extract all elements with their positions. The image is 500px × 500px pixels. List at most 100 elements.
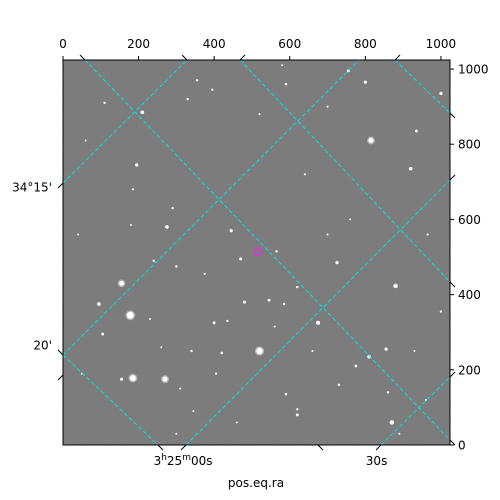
right-tick-label: 800 (458, 138, 481, 152)
star (296, 285, 299, 289)
star (295, 413, 299, 417)
star (316, 320, 321, 325)
star (239, 257, 243, 261)
star (413, 350, 416, 353)
grid-line (239, 60, 450, 283)
star (84, 139, 87, 142)
star (303, 173, 306, 176)
star (256, 347, 263, 355)
star (337, 383, 341, 387)
star (120, 377, 124, 381)
image-noise (63, 60, 450, 445)
star (77, 233, 80, 236)
star (130, 224, 133, 227)
star (281, 64, 284, 67)
star (267, 298, 271, 302)
star (190, 349, 193, 353)
world-edge-tick (449, 281, 456, 288)
bottom-world-axis: 3h25m00s 30s pos.eq.ra (154, 453, 388, 490)
star (119, 280, 124, 286)
star (367, 354, 371, 359)
star (282, 302, 286, 306)
star (284, 393, 288, 396)
star (160, 346, 163, 349)
star (275, 250, 278, 253)
grid-line (63, 60, 188, 184)
coordinate-grid (63, 60, 450, 445)
star (195, 79, 199, 82)
top-pixel-axis: 0 200 400 600 800 1000 (59, 37, 456, 60)
right-tick-label: 1000 (458, 63, 489, 77)
star (235, 421, 238, 424)
world-edge-tick (449, 439, 456, 446)
star (97, 302, 101, 306)
star (424, 398, 427, 401)
world-edge-tick (449, 174, 456, 181)
star (165, 225, 169, 229)
star (439, 310, 443, 313)
top-tick-label: 600 (278, 37, 301, 51)
star (393, 283, 398, 289)
top-tick-label: 1000 (426, 37, 457, 51)
right-tick-label: 200 (458, 363, 481, 377)
star (131, 188, 135, 191)
star (386, 391, 390, 394)
world-edge-tick (180, 444, 187, 451)
star (384, 347, 388, 351)
star (335, 261, 339, 265)
star (175, 432, 178, 435)
right-tick-label: 400 (458, 288, 481, 302)
world-edge-tick (394, 54, 401, 61)
star (242, 300, 246, 304)
star (229, 229, 233, 233)
star (192, 410, 195, 413)
top-tick-label: 800 (354, 37, 377, 51)
star (354, 364, 358, 368)
star (214, 372, 218, 375)
star (439, 91, 443, 96)
world-edge-tick (449, 112, 456, 119)
dec-tick-label-2: 20' (33, 338, 52, 352)
right-tick-label: 0 (458, 439, 466, 453)
world-edge-tick (375, 444, 382, 451)
world-edge-tick (181, 54, 188, 61)
star (226, 319, 229, 323)
grid-line (185, 179, 450, 445)
star (211, 88, 214, 91)
star (408, 166, 413, 171)
ra-tick-label-1: 3h25m00s (154, 453, 213, 468)
world-edge-tick (157, 444, 164, 451)
plot-frame (62, 59, 451, 446)
star (101, 332, 105, 336)
star (148, 318, 151, 321)
star (203, 272, 206, 276)
grid-line (84, 60, 450, 441)
star (152, 259, 155, 262)
star (212, 321, 216, 325)
target-marker (253, 246, 263, 256)
world-edge-tick (57, 182, 64, 189)
star (368, 137, 374, 143)
x-axis-title: pos.eq.ra (228, 476, 284, 490)
top-tick-label: 0 (59, 37, 67, 51)
left-world-axis: 34°15' 20' (12, 180, 52, 352)
star (186, 97, 189, 101)
star (220, 351, 224, 355)
star (140, 110, 145, 115)
star (296, 408, 299, 411)
star (258, 113, 261, 116)
world-edge-tick (57, 349, 64, 356)
top-tick-label: 400 (203, 37, 226, 51)
world-axis-ticks (57, 54, 456, 451)
star (179, 387, 182, 390)
right-tick-label: 600 (458, 213, 481, 227)
star (398, 432, 401, 435)
star (175, 265, 178, 268)
star (284, 82, 288, 86)
star (126, 311, 134, 319)
star (326, 233, 329, 236)
right-pixel-axis: 0 200 400 600 800 1000 (450, 63, 489, 453)
star (349, 218, 352, 221)
star (326, 105, 329, 108)
